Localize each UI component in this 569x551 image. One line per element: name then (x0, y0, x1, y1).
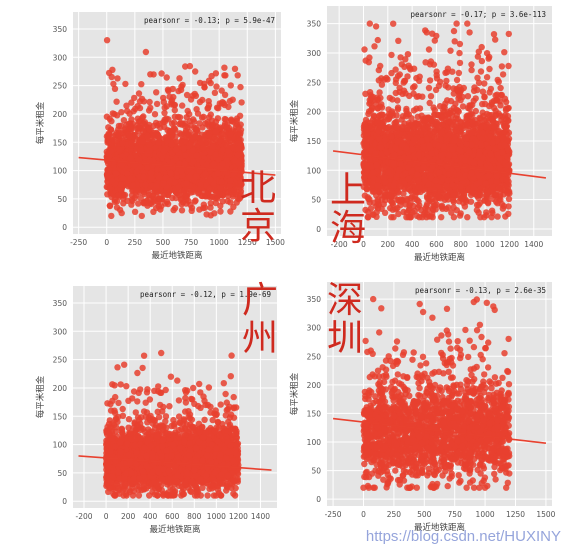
data-point (120, 117, 128, 124)
data-point (211, 210, 218, 217)
data-point (138, 81, 145, 88)
data-point (122, 80, 129, 88)
data-point (142, 48, 150, 56)
data-point (153, 100, 161, 108)
data-point (135, 90, 143, 97)
data-point (217, 208, 224, 215)
data-point (147, 71, 154, 78)
data-point (123, 102, 130, 109)
data-point (196, 206, 203, 213)
data-point (237, 83, 244, 91)
data-point (213, 83, 220, 90)
data-point (116, 206, 124, 214)
data-point (186, 62, 194, 70)
data-point (113, 98, 120, 105)
data-point (179, 102, 186, 109)
data-point (153, 89, 160, 96)
data-point (192, 68, 199, 75)
data-point (114, 75, 121, 82)
data-point (196, 79, 204, 87)
